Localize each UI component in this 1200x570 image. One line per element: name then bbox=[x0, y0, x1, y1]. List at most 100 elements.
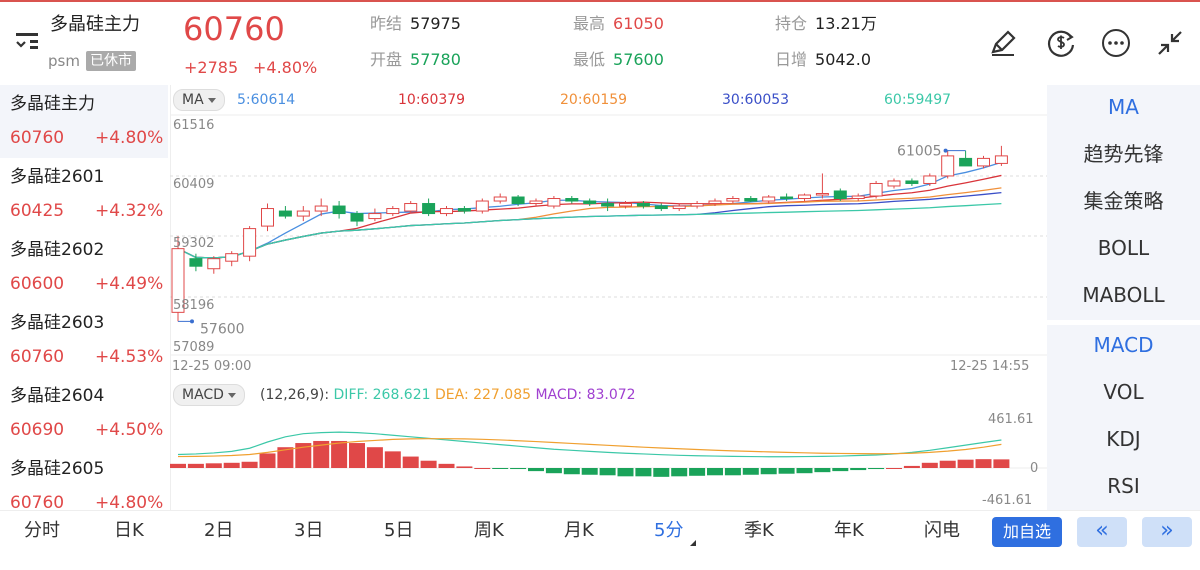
macd-bar bbox=[886, 468, 902, 469]
candle bbox=[780, 193, 794, 202]
candle bbox=[583, 198, 597, 207]
indicator-main-0[interactable]: MA bbox=[1108, 95, 1139, 119]
candle bbox=[565, 196, 579, 204]
candle bbox=[708, 198, 722, 207]
stat-label: 昨结 bbox=[370, 14, 403, 33]
indicator-sub-2[interactable]: KDJ bbox=[1106, 427, 1141, 451]
contract-list-item[interactable]: 多晶硅2603 60760 +4.53% bbox=[0, 304, 168, 377]
candle bbox=[744, 196, 758, 203]
candle bbox=[672, 203, 686, 212]
ma-line-60 bbox=[177, 202, 1002, 259]
indicator-sub-3[interactable]: RSI bbox=[1107, 474, 1140, 498]
macd-bar bbox=[617, 468, 634, 477]
macd-bar bbox=[939, 460, 956, 468]
tab-2[interactable]: 2日 bbox=[204, 520, 234, 541]
stat-2: 持仓 13.21万 bbox=[775, 14, 877, 34]
candle bbox=[762, 195, 776, 204]
macd-bar bbox=[313, 440, 330, 468]
macd-bar bbox=[903, 465, 920, 468]
add-watchlist-button[interactable]: 加自选 bbox=[992, 517, 1062, 547]
indicator-main-3[interactable]: BOLL bbox=[1097, 236, 1150, 260]
macd-bar bbox=[205, 463, 222, 468]
item-price: 60760 bbox=[10, 128, 65, 148]
macd-bar bbox=[420, 460, 437, 468]
candle bbox=[690, 201, 704, 209]
macd-bar bbox=[957, 459, 974, 468]
macd-bar bbox=[653, 468, 670, 477]
stat-value: 57600 bbox=[613, 50, 664, 69]
contract-list-item[interactable]: 多晶硅2604 60690 +4.50% bbox=[0, 377, 168, 450]
pen-icon[interactable] bbox=[988, 28, 1018, 62]
candle bbox=[314, 198, 328, 217]
candle bbox=[994, 145, 1008, 166]
contract-code: psm bbox=[48, 52, 80, 70]
contract-list-item[interactable]: 多晶硅主力 60760 +4.80% bbox=[0, 85, 168, 158]
last-price: 60760 bbox=[183, 10, 285, 48]
contract-list-item[interactable]: 多晶硅2601 60425 +4.32% bbox=[0, 158, 168, 231]
macd-bar bbox=[742, 468, 759, 475]
tab-5[interactable]: 周K bbox=[474, 520, 504, 541]
candle bbox=[601, 198, 615, 212]
macd-label: MACD: 83.072 bbox=[535, 387, 636, 403]
y-tick: 59302 bbox=[173, 236, 215, 251]
tab-10[interactable]: 闪电 bbox=[924, 520, 960, 541]
more-icon[interactable] bbox=[1100, 27, 1132, 63]
stat-value: 57975 bbox=[410, 14, 461, 33]
indicator-divider bbox=[1047, 320, 1200, 325]
candle bbox=[350, 211, 364, 227]
candle bbox=[977, 155, 990, 169]
candle bbox=[619, 201, 632, 209]
item-name: 多晶硅2601 bbox=[10, 167, 105, 187]
macd-bar bbox=[492, 468, 509, 469]
macd-bar bbox=[223, 462, 240, 468]
indicator-sub-0[interactable]: MACD bbox=[1093, 333, 1154, 357]
indicator-main-2[interactable]: 集金策略 bbox=[1083, 189, 1164, 213]
macd-bar bbox=[778, 468, 795, 474]
ma-selector[interactable]: MA bbox=[173, 89, 225, 111]
candle bbox=[941, 150, 955, 179]
tab-6[interactable]: 月K bbox=[564, 520, 594, 541]
stat-value: 5042.0 bbox=[815, 50, 871, 69]
tab-0[interactable]: 分时 bbox=[24, 520, 60, 541]
indicator-sub-1[interactable]: VOL bbox=[1103, 380, 1144, 404]
stat-value: 61050 bbox=[613, 14, 664, 33]
next-button[interactable]: » bbox=[1142, 517, 1192, 547]
indicator-main-4[interactable]: MABOLL bbox=[1082, 283, 1165, 307]
tab-1[interactable]: 日K bbox=[114, 520, 144, 541]
tab-7[interactable]: 5分 bbox=[654, 520, 684, 541]
candle bbox=[798, 193, 811, 202]
macd-bar bbox=[689, 468, 706, 476]
candle bbox=[547, 196, 561, 209]
stat-3: 开盘 57780 bbox=[370, 50, 461, 70]
candle bbox=[422, 198, 436, 217]
ma-legend-2: 20:60159 bbox=[560, 92, 628, 108]
stat-4: 最低 57600 bbox=[573, 50, 664, 70]
collapse-icon[interactable] bbox=[1155, 28, 1185, 62]
ma-legend-1: 10:60379 bbox=[398, 92, 466, 108]
stat-value: 13.21万 bbox=[815, 14, 877, 33]
candle bbox=[529, 198, 543, 207]
y-tick: 57089 bbox=[173, 340, 215, 355]
macd-selector[interactable]: MACD bbox=[173, 384, 245, 406]
tab-9[interactable]: 年K bbox=[834, 520, 864, 541]
ma-legend-0: 5:60614 bbox=[237, 92, 296, 108]
item-change: +4.50% bbox=[95, 420, 164, 440]
macd-bar bbox=[384, 451, 401, 468]
dea-line bbox=[177, 438, 1002, 458]
dollar-refresh-icon[interactable] bbox=[1045, 27, 1077, 63]
macd-bar bbox=[402, 456, 419, 468]
contract-list-item[interactable]: 多晶硅2602 60600 +4.49% bbox=[0, 231, 168, 304]
tab-4[interactable]: 5日 bbox=[384, 520, 414, 541]
indicator-main-1[interactable]: 趋势先锋 bbox=[1083, 142, 1164, 166]
macd-bar bbox=[187, 463, 204, 468]
contract-list-item[interactable]: 多晶硅2605 60760 +4.80% bbox=[0, 450, 168, 523]
macd-bar bbox=[868, 468, 885, 470]
menu-list-icon[interactable] bbox=[16, 30, 42, 56]
prev-button[interactable]: « bbox=[1077, 517, 1127, 547]
tab-8[interactable]: 季K bbox=[744, 520, 774, 541]
macd-bar bbox=[277, 447, 294, 468]
stat-label: 日增 bbox=[775, 50, 808, 69]
candle bbox=[851, 193, 865, 202]
tab-3[interactable]: 3日 bbox=[294, 520, 324, 541]
candle bbox=[923, 173, 937, 186]
